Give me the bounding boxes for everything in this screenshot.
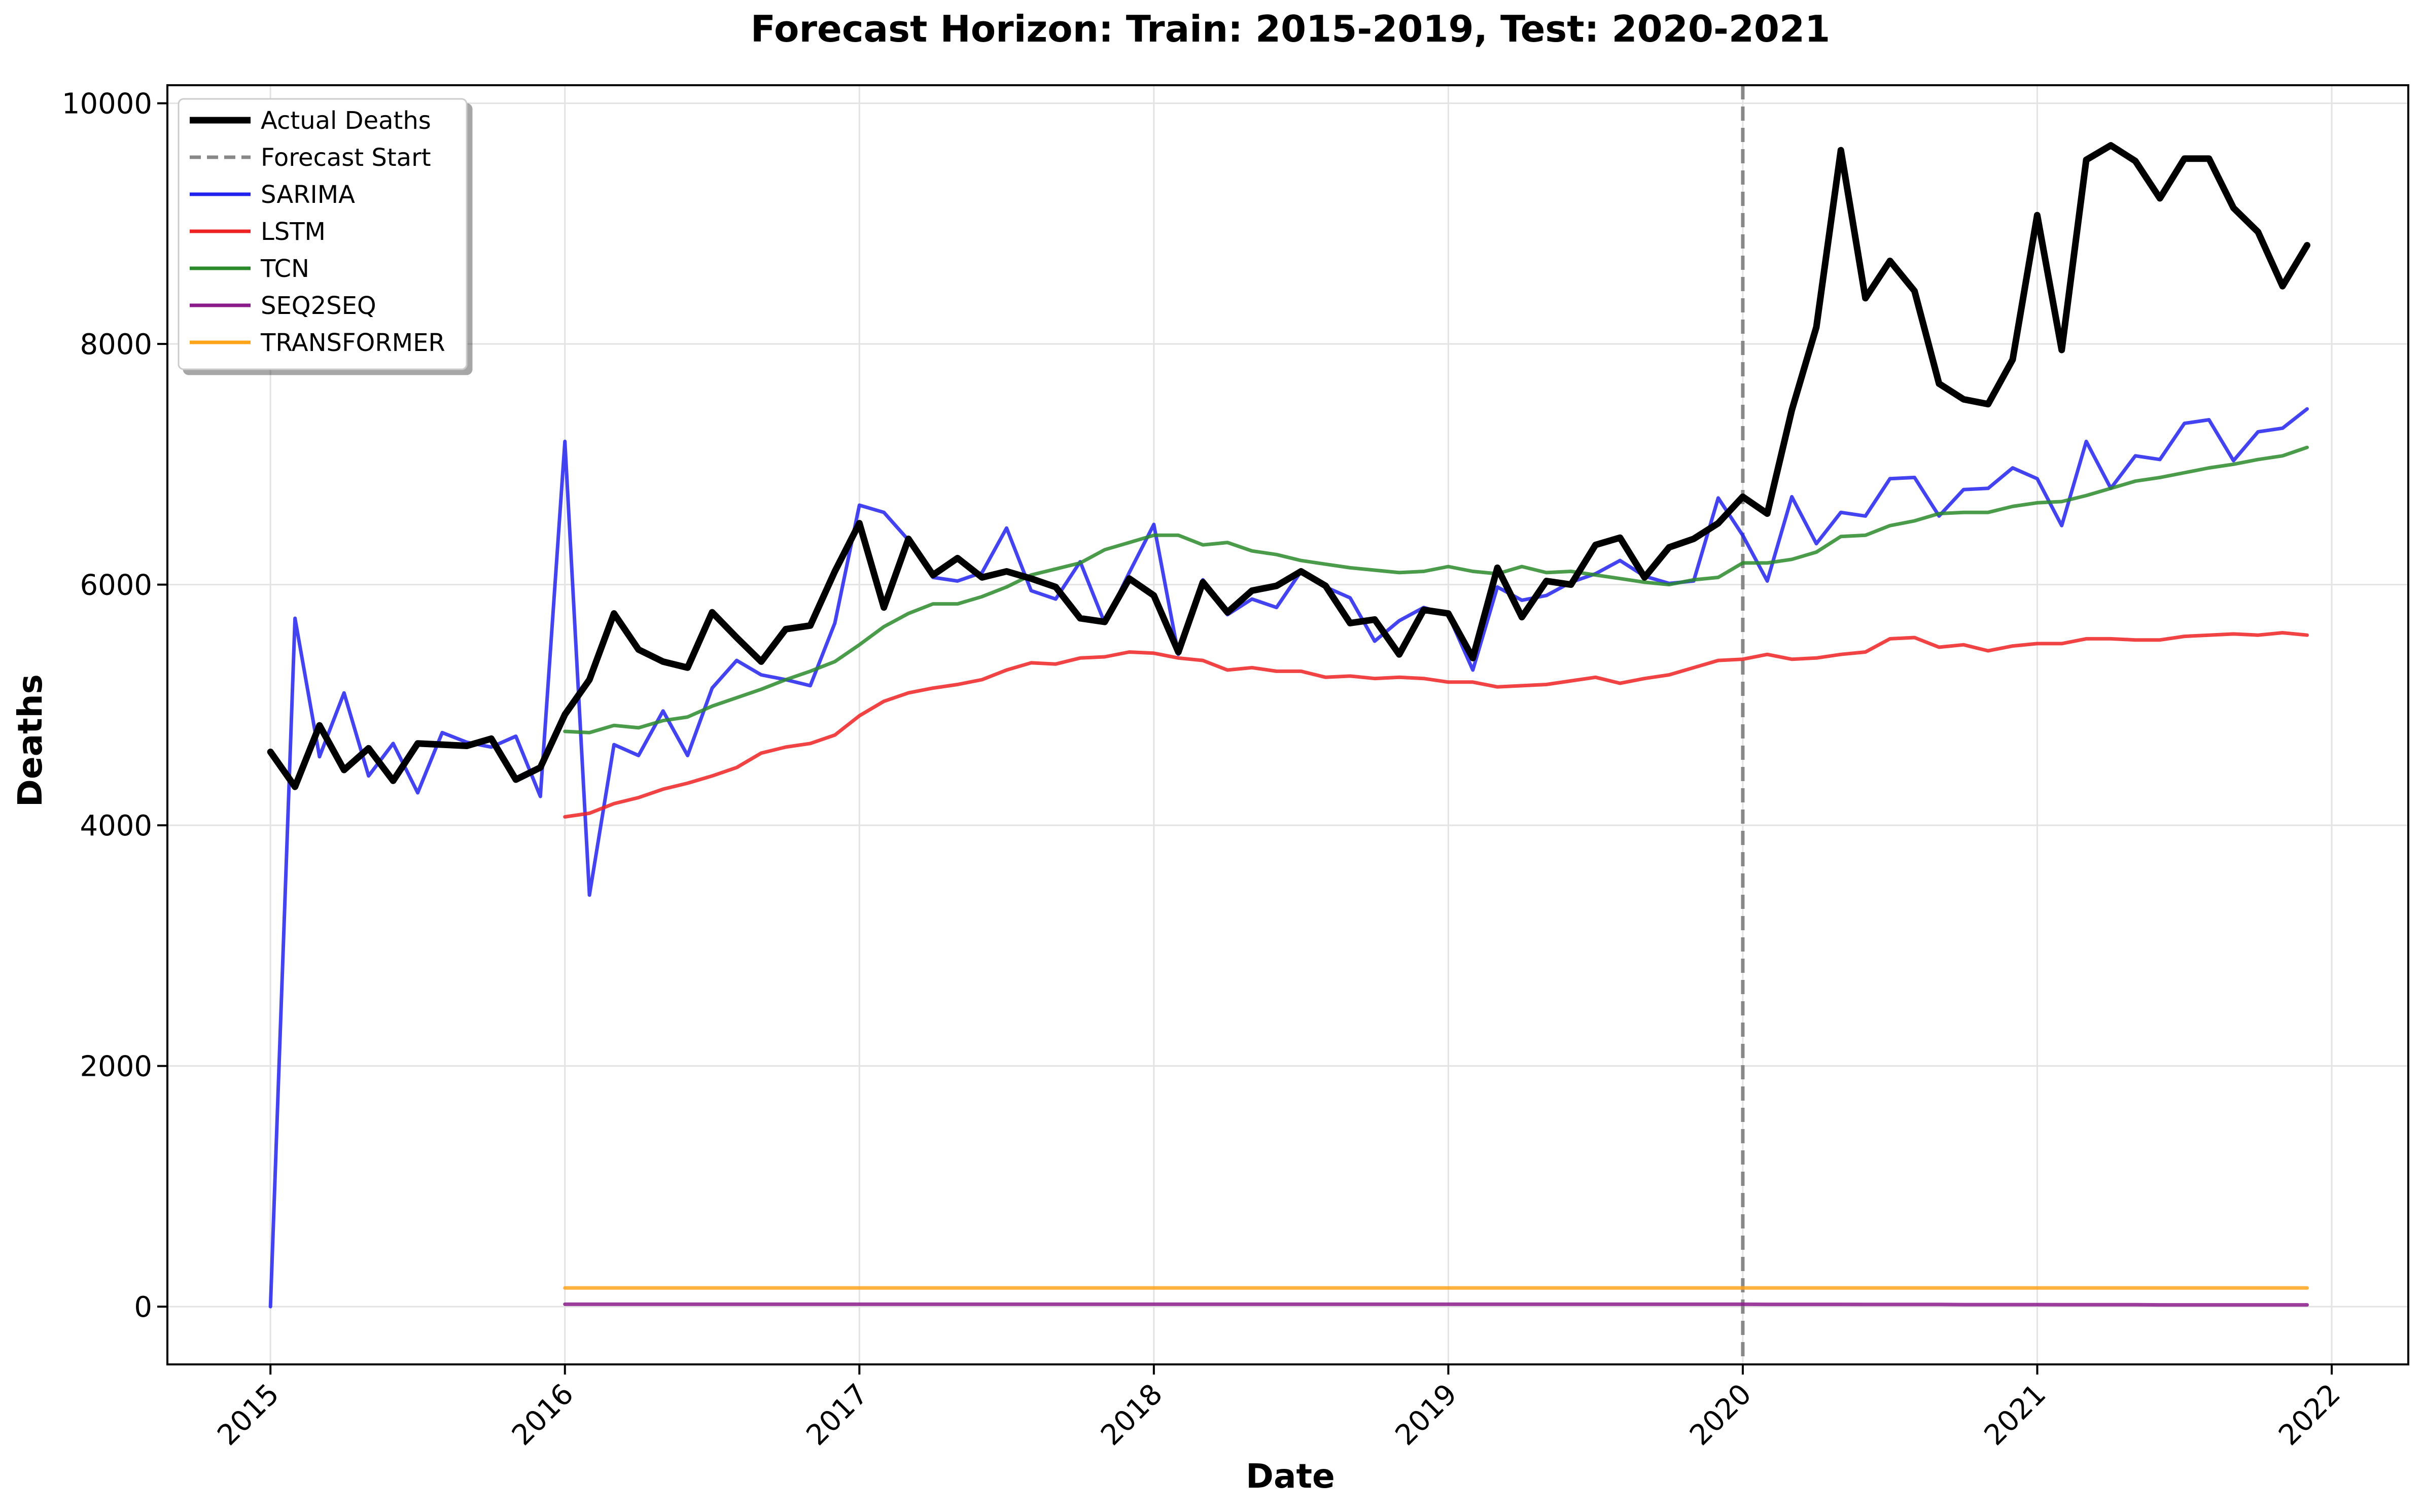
legend-label-forecast-start: Forecast Start (261, 144, 431, 172)
chart-title: Forecast Horizon: Train: 2015-2019, Test… (751, 8, 1830, 50)
x-axis-label: Date (1246, 1457, 1335, 1496)
y-tick-label: 8000 (80, 328, 152, 361)
series-line-actual-deaths (267, 142, 2310, 790)
grid (167, 85, 2408, 1364)
series-line-tcn (563, 445, 2309, 734)
legend-label-lstm: LSTM (261, 218, 326, 246)
y-axis-label: Deaths (11, 674, 50, 807)
legend-label-transformer: TRANSFORMER (260, 329, 445, 357)
legend-label-tcn: TCN (260, 255, 309, 283)
legend: Actual Deaths Forecast Start SARIMA LSTM TCN… (178, 98, 468, 370)
series-lines (267, 142, 2310, 1309)
y-tick-label: 4000 (80, 810, 152, 842)
legend-label-sarima: SARIMA (261, 181, 355, 209)
axes-frame (166, 84, 2409, 1365)
legend-label-actual-deaths: Actual Deaths (261, 107, 431, 135)
y-tick-label: 10000 (62, 88, 152, 121)
series-line-seq2seq (563, 1302, 2309, 1307)
y-tick-label: 0 (134, 1291, 152, 1324)
series-line-sarima (268, 407, 2309, 1309)
series-line-lstm (563, 631, 2309, 819)
plot-frame (166, 84, 2409, 1365)
legend-label-seq2seq: SEQ2SEQ (261, 292, 376, 320)
y-tick-label: 6000 (80, 569, 152, 602)
y-tick-label: 2000 (80, 1050, 152, 1083)
legend-box (178, 98, 468, 370)
